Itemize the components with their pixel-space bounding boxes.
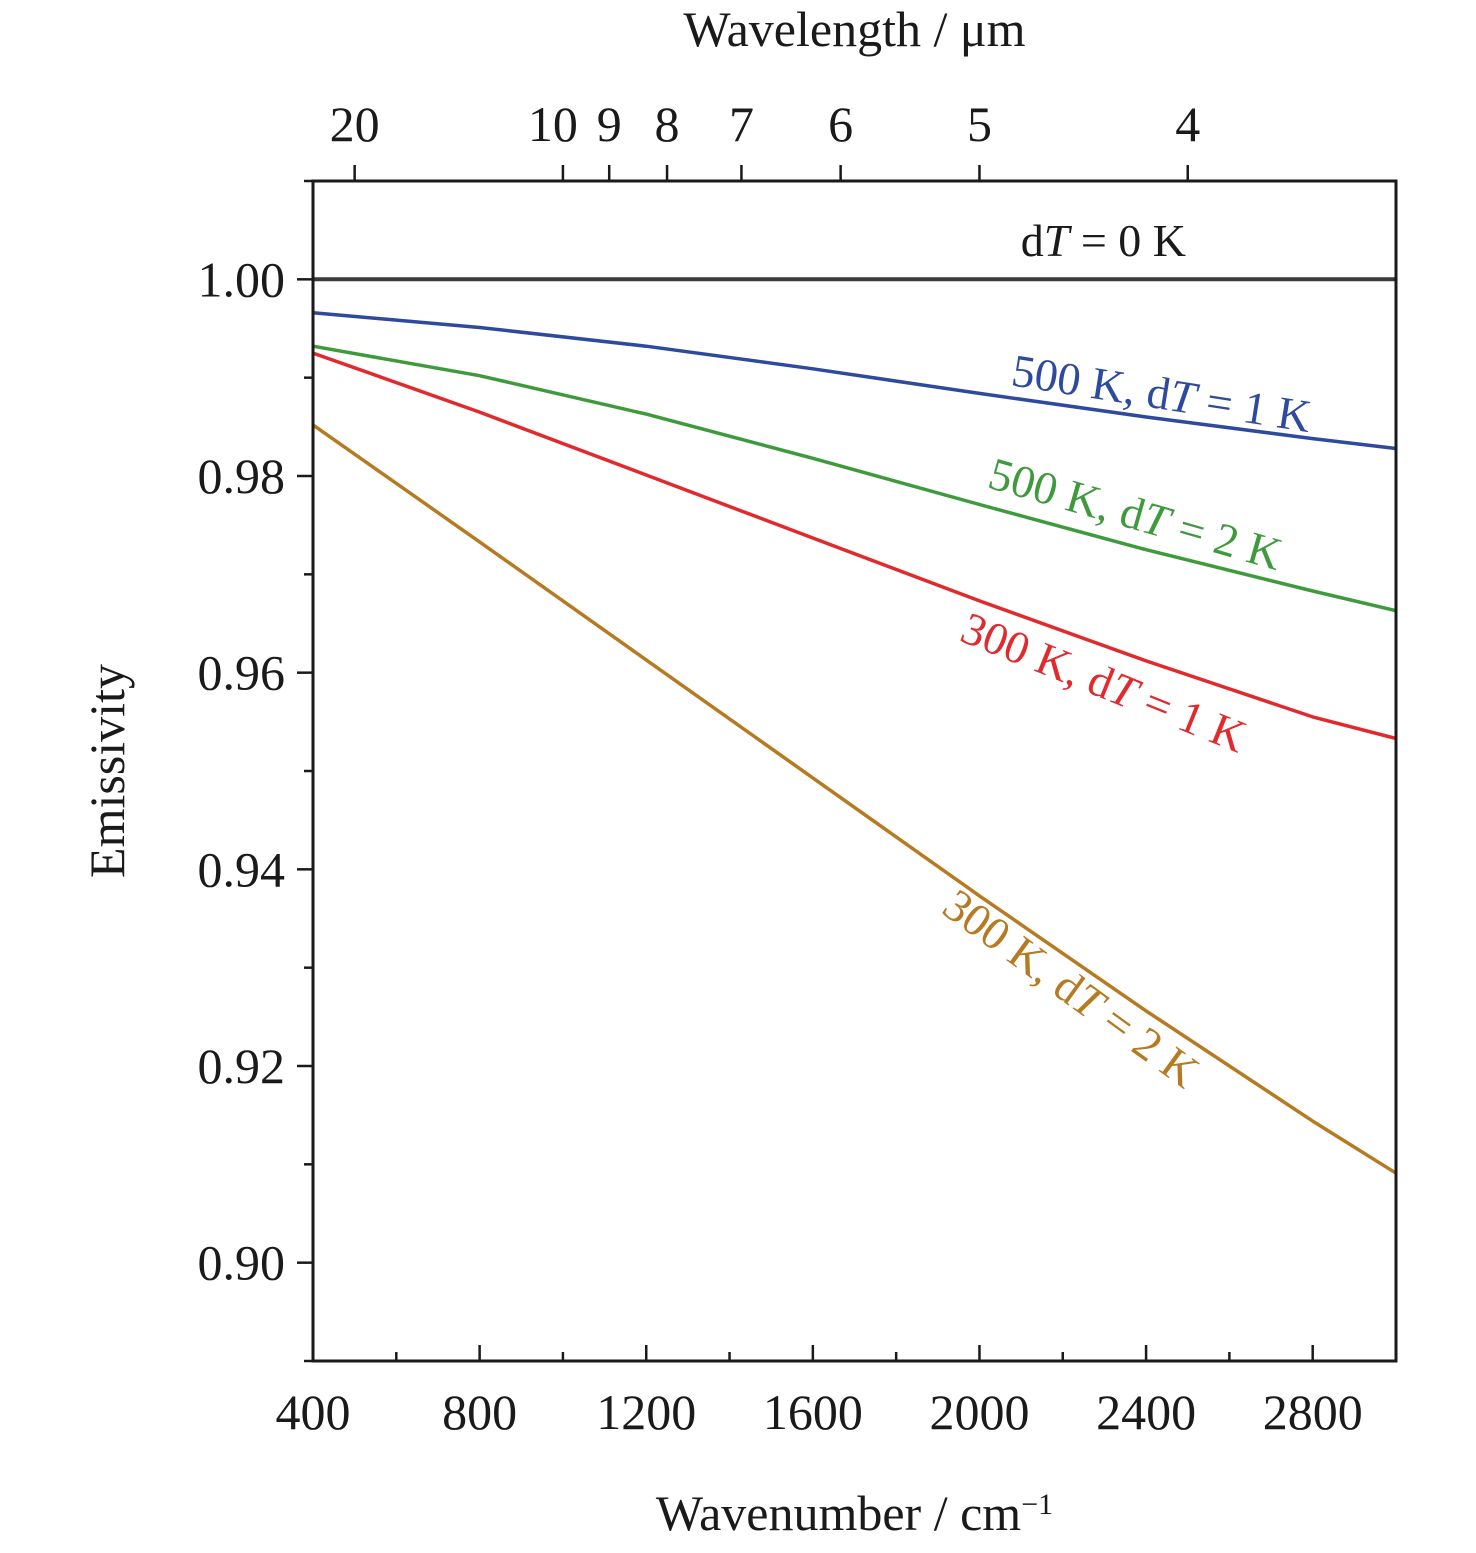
x-tick-label: 2400 <box>1096 1384 1196 1440</box>
label-part: = 1 K <box>1191 373 1314 442</box>
x-axis-title: Wavenumber / cm−1 <box>656 1485 1053 1541</box>
label-part: = 2 K <box>1084 988 1208 1098</box>
label-part: 300 K, d <box>934 879 1093 1014</box>
ticks-layer <box>297 165 1398 1363</box>
label-part: = 1 K <box>1126 671 1253 762</box>
top-tick-label: 20 <box>330 96 380 152</box>
series-300k-dt2-line <box>311 423 1397 1175</box>
label-part: = 0 K <box>1069 215 1186 266</box>
y-tick-label: 0.90 <box>198 1235 286 1291</box>
x-tick-label: 800 <box>442 1384 517 1440</box>
series-500k-dt1-label: 500 K, dT = 1 K <box>1008 345 1314 443</box>
series-300k-dt1-line <box>312 351 1397 741</box>
x-tick-label: 1200 <box>596 1384 696 1440</box>
label-part: d <box>1021 215 1044 266</box>
label-part: 300 K, d <box>954 602 1121 709</box>
x-tick-label: 400 <box>276 1384 351 1440</box>
series-300k-dt2-label: 300 K, dT = 2 K <box>934 879 1208 1098</box>
series-dt0-label: dT = 0 K <box>1021 215 1186 266</box>
top-axis-title: Wavelength / μm <box>683 1 1025 57</box>
top-tick-label: 6 <box>828 96 853 152</box>
series-500k-dt1-line <box>312 311 1397 451</box>
top-tick-label: 7 <box>729 96 754 152</box>
curves-layer <box>311 277 1397 1175</box>
top-tick-label: 5 <box>967 96 992 152</box>
series-500k-dt2-label: 500 K, dT = 2 K <box>983 448 1287 580</box>
y-tick-label: 0.96 <box>198 645 286 701</box>
top-tick-label: 10 <box>528 96 578 152</box>
series-500k-dt2-line <box>312 344 1397 613</box>
top-tick-label: 4 <box>1175 96 1200 152</box>
x-tick-label: 2800 <box>1263 1384 1363 1440</box>
x-tick-label: 1600 <box>763 1384 863 1440</box>
y-tick-label: 1.00 <box>198 251 286 307</box>
label-part: T <box>1044 215 1073 266</box>
labels-layer: 400 800 1200 1600 2000 2400 2800 0.90 0.92 0.94 0.… <box>79 1 1363 1541</box>
top-tick-label: 9 <box>597 96 622 152</box>
y-tick-label: 0.98 <box>198 448 286 504</box>
x-tick-label: 2000 <box>929 1384 1029 1440</box>
y-axis-title: Emissivity <box>79 664 135 878</box>
x-axis-title-superscript: −1 <box>1021 1488 1053 1521</box>
top-tick-label: 8 <box>655 96 680 152</box>
plot-frame <box>311 179 1398 1363</box>
y-tick-label: 0.92 <box>198 1038 286 1094</box>
y-tick-label: 0.94 <box>198 841 286 897</box>
